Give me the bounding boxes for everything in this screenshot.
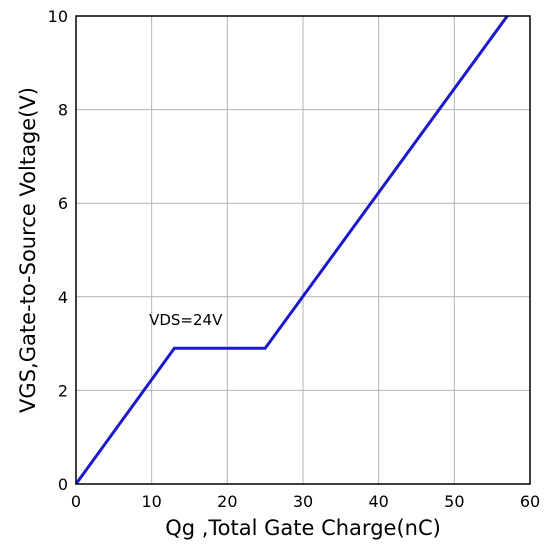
x-tick-label: 60 bbox=[520, 492, 540, 511]
y-tick-label: 2 bbox=[58, 381, 68, 400]
annotation-layer: VDS=24V bbox=[149, 311, 223, 329]
series-line bbox=[74, 15, 509, 485]
x-axis-label: Qg ,Total Gate Charge(nC) bbox=[165, 516, 441, 540]
plot-frame bbox=[75, 15, 531, 485]
grid-lines bbox=[76, 16, 530, 484]
x-tick-label: 50 bbox=[444, 492, 464, 511]
x-tick-label: 40 bbox=[368, 492, 388, 511]
x-tick-label: 20 bbox=[217, 492, 237, 511]
series-layer bbox=[74, 15, 509, 485]
y-tick-label: 4 bbox=[58, 288, 68, 307]
x-tick-label: 10 bbox=[141, 492, 161, 511]
y-tick-label: 6 bbox=[58, 194, 68, 213]
vds-annotation: VDS=24V bbox=[149, 311, 223, 329]
x-tick-label: 0 bbox=[71, 492, 81, 511]
y-tick-label: 8 bbox=[58, 101, 68, 120]
y-tick-label: 0 bbox=[58, 475, 68, 494]
x-tick-labels: 0 10 20 30 40 50 60 bbox=[71, 492, 540, 511]
y-axis-label: VGS,Gate-to-Source Voltage(V) bbox=[16, 87, 40, 413]
x-tick-label: 30 bbox=[293, 492, 313, 511]
y-tick-label: 10 bbox=[48, 7, 68, 26]
y-tick-labels: 0 2 4 6 8 10 bbox=[48, 7, 68, 494]
